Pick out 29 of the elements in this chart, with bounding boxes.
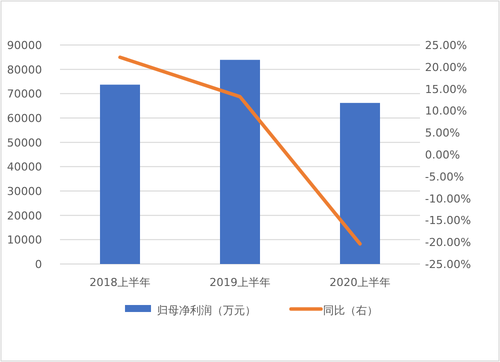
y-tick-label: 60000	[7, 112, 42, 125]
y2-tick-label: 5.00%	[425, 126, 460, 140]
legend-label: 同比（右）	[323, 304, 378, 317]
legend-label: 归母净利润（万元）	[157, 304, 256, 317]
y-tick-label: 0	[35, 258, 42, 271]
y-tick-label: 30000	[7, 185, 42, 198]
x-tick-label: 2018上半年	[90, 276, 150, 289]
y2-tick-label: -25.00%	[425, 258, 471, 271]
y2-tick-label: 25.00%	[425, 39, 467, 52]
y2-tick-label: 0.00%	[425, 148, 460, 162]
y2-tick-label: -15.00%	[425, 214, 471, 228]
y2-tick-label: -5.00%	[425, 170, 464, 184]
y2-tick-label: 15.00%	[425, 82, 467, 96]
y-tick-label: 20000	[7, 209, 42, 222]
x-tick-label: 2020上半年	[330, 276, 390, 289]
y2-tick-label: -10.00%	[425, 192, 471, 206]
y-tick-label: 50000	[7, 136, 42, 150]
y-tick-label: 90000	[7, 39, 42, 52]
y2-tick-label: 10.00%	[425, 104, 467, 118]
x-tick-label: 2019上半年	[210, 276, 270, 289]
y-tick-label: 80000	[7, 63, 42, 76]
bar	[100, 84, 140, 264]
y-tick-label: 40000	[7, 160, 42, 174]
bar	[340, 102, 380, 264]
y-tick-label: 10000	[7, 234, 42, 247]
y-tick-label: 70000	[7, 88, 42, 101]
y2-tick-label: -20.00%	[425, 236, 471, 250]
y2-tick-label: 20.00%	[425, 60, 467, 74]
bar	[220, 60, 260, 264]
